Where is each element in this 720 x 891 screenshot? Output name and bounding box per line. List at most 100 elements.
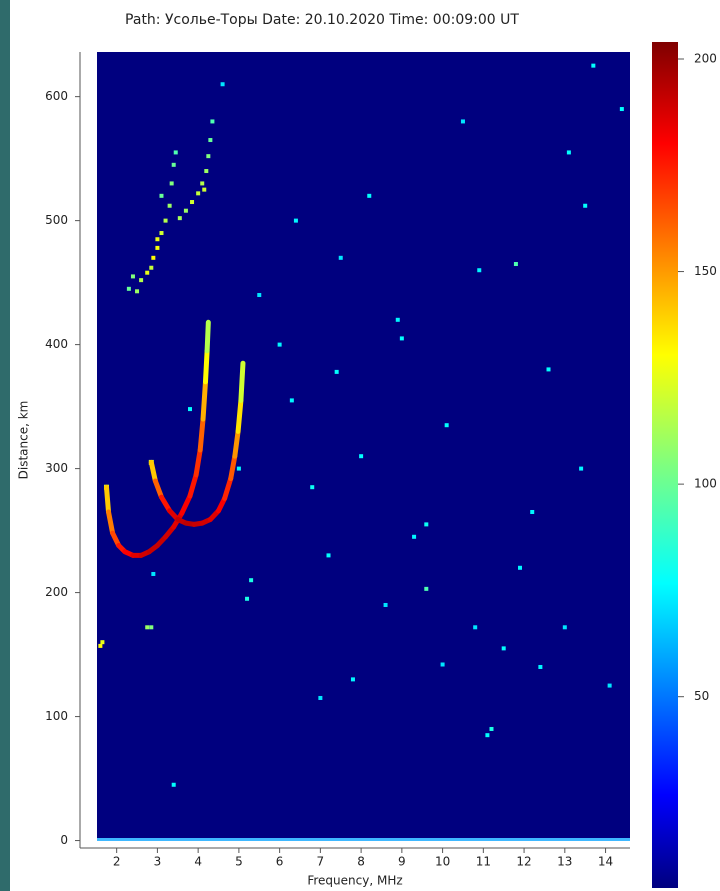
y-tick-label: 200 [45, 585, 68, 599]
echo-point [155, 237, 160, 242]
echo-point [171, 782, 176, 787]
trace-segment [238, 360, 246, 403]
trace-segment [197, 416, 206, 453]
y-tick-label: 300 [45, 461, 68, 475]
echo-point [538, 664, 543, 669]
echo-point [424, 586, 429, 591]
y-tick-label: 100 [45, 709, 68, 723]
echo-point [98, 643, 103, 648]
echo-point [210, 119, 215, 124]
echo-point [350, 677, 355, 682]
x-tick-label: 8 [357, 855, 365, 869]
echo-point [293, 218, 298, 223]
echo-point [159, 231, 164, 236]
trace-segment [204, 319, 211, 354]
echo-point [289, 398, 294, 403]
echo-point [444, 423, 449, 428]
echo-point [206, 154, 211, 159]
trace-segment [187, 472, 199, 499]
x-tick-label: 14 [598, 855, 613, 869]
colorbar-tick-label: 50 [694, 689, 709, 703]
y-tick-label: 500 [45, 213, 68, 227]
echo-point [155, 245, 160, 250]
echo-point [399, 336, 404, 341]
echo-point [245, 596, 250, 601]
echo-point [236, 466, 241, 471]
echo-point [204, 169, 209, 174]
echo-point [135, 289, 140, 294]
echo-point [249, 578, 254, 583]
echo-point [100, 640, 105, 645]
y-axis-label: Distance, km [17, 401, 31, 480]
echo-point [566, 150, 571, 155]
trace-segment [200, 379, 208, 422]
trace-segment [106, 509, 116, 536]
echo-point [190, 200, 195, 205]
trace-segment [193, 447, 203, 478]
trace-segment [228, 453, 238, 482]
echo-point [619, 107, 624, 112]
echo-point [562, 625, 567, 630]
trace-segment [202, 348, 210, 385]
echo-point [277, 342, 282, 347]
echo-point [395, 317, 400, 322]
echo-point [188, 407, 192, 412]
echo-point [383, 602, 388, 607]
echo-point [359, 454, 364, 459]
echo-point [518, 565, 522, 570]
echo-point [151, 571, 156, 576]
x-tick-label: 4 [194, 855, 202, 869]
echo-point [183, 208, 188, 213]
echo-point [163, 218, 168, 223]
echo-point [159, 193, 164, 198]
trace-segment [152, 478, 164, 500]
window-border [0, 0, 10, 891]
colorbar-tick-label: 200 [694, 52, 717, 66]
echo-point [546, 367, 551, 372]
echo-point [334, 369, 339, 374]
x-tick-label: 11 [476, 855, 491, 869]
echo-point [130, 274, 135, 279]
chart-title: Path: Усолье-Торы Date: 20.10.2020 Time:… [125, 12, 519, 28]
x-axis-label: Frequency, MHz [307, 874, 402, 888]
x-tick-label: 10 [435, 855, 450, 869]
echo-point [220, 82, 225, 87]
x-tick-label: 6 [276, 855, 284, 869]
trace-segment [222, 476, 234, 501]
x-tick-label: 5 [235, 855, 243, 869]
echo-point [412, 534, 417, 539]
echo-point [173, 150, 178, 155]
x-tick-label: 2 [113, 855, 121, 869]
echo-point [477, 268, 482, 273]
echo-point [489, 726, 494, 731]
colorbar-tick-label: 150 [694, 264, 717, 278]
echo-point [485, 733, 490, 738]
echo-point [473, 625, 478, 630]
echo-point [167, 203, 172, 208]
plot-background [97, 52, 630, 840]
trace-segment [103, 484, 112, 515]
echo-point [318, 695, 323, 700]
echo-point [177, 216, 182, 221]
x-tick-label: 7 [317, 855, 325, 869]
echo-point [202, 187, 207, 192]
y-tick-label: 600 [45, 89, 68, 103]
echo-point [171, 162, 176, 167]
echo-point [440, 662, 445, 667]
x-tick-label: 12 [516, 855, 531, 869]
echo-point [579, 466, 584, 471]
echo-point [591, 63, 596, 68]
ground-line [97, 838, 630, 841]
echo-point [196, 191, 201, 196]
echo-point [310, 485, 315, 490]
echo-point [208, 138, 213, 143]
trace-segment [179, 493, 193, 516]
echo-point [149, 265, 154, 270]
echo-point [149, 625, 154, 630]
x-tick-label: 13 [557, 855, 572, 869]
echo-point [530, 509, 535, 514]
echo-point [513, 262, 518, 267]
colorbar [652, 42, 678, 888]
echo-point [501, 646, 506, 651]
